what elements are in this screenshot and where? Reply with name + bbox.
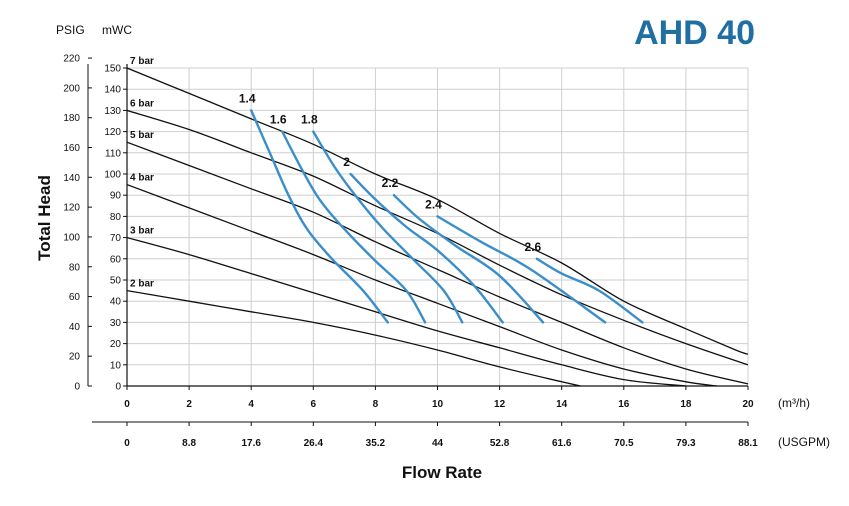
x-tick-label-secondary: 88.1 [738, 438, 758, 449]
air-label-1-8: 1.8 [301, 113, 318, 127]
pressure-label-7-bar: 7 bar [130, 56, 154, 67]
pressure-curve-3-bar [126, 236, 686, 387]
y-tick-label-mwc: 90 [110, 191, 122, 202]
pressure-label-3-bar: 3 bar [130, 226, 154, 237]
air-label-1-6: 1.6 [270, 113, 287, 127]
x-tick-label: 10 [432, 399, 444, 410]
y-tick-label-mwc: 0 [115, 382, 121, 393]
y-tick-label-psig: 180 [63, 113, 80, 124]
x-tick-label: 12 [494, 399, 506, 410]
pressure-curve-7-bar [126, 67, 749, 355]
x-tick-label: 16 [618, 399, 630, 410]
chart-title: AHD 40 [634, 14, 755, 52]
x-tick-label: 4 [248, 399, 254, 410]
y-tick-label-mwc: 40 [110, 297, 122, 308]
y-tick-label-mwc: 30 [110, 318, 122, 329]
y-tick-label-mwc: 20 [110, 339, 122, 350]
pressure-curve-2-bar [126, 289, 581, 387]
y-tick-label-psig: 140 [63, 173, 80, 184]
x-tick-label-secondary: 44 [432, 438, 444, 449]
y-tick-label-mwc: 120 [104, 127, 121, 138]
y-tick-label-mwc: 140 [104, 85, 121, 96]
y-tick-label-psig: 220 [63, 54, 80, 65]
x-tick-label-secondary: 0 [124, 438, 130, 449]
x-tick-label-secondary: 52.8 [490, 438, 510, 449]
x-tick-label: 18 [680, 399, 692, 410]
y-tick-label-mwc: 100 [104, 170, 121, 181]
y-unit-left: PSIG [56, 23, 85, 37]
pressure-label-6-bar: 6 bar [130, 98, 154, 109]
x-tick-label: 14 [556, 399, 568, 410]
air-curve-1-8 [312, 130, 464, 324]
air-curve-2-6 [535, 257, 644, 324]
y-tick-label-psig: 200 [63, 83, 80, 94]
air-label-2: 2 [343, 155, 350, 169]
air-curve-2 [349, 172, 504, 324]
x-tick-label-secondary: 79.3 [676, 438, 696, 449]
y-axis-title: Total Head [35, 175, 54, 261]
y-tick-label-mwc: 150 [104, 64, 121, 75]
air-curve-1-6 [281, 130, 427, 324]
air-label-2-2: 2.2 [382, 176, 399, 190]
x-tick-label-secondary: 17.6 [241, 438, 261, 449]
air-label-2-4: 2.4 [425, 197, 442, 211]
pressure-label-5-bar: 5 bar [130, 130, 154, 141]
air-curve-2-2 [392, 194, 545, 324]
axes: 0102030405060708090100110120130140150020… [63, 54, 758, 449]
y-tick-label-mwc: 80 [110, 212, 122, 223]
y-tick-label-psig: 100 [63, 232, 80, 243]
x-tick-label-secondary: 8.8 [182, 438, 196, 449]
pressure-label-4-bar: 4 bar [130, 173, 154, 184]
y-tick-label-mwc: 60 [110, 254, 122, 265]
y-tick-label-mwc: 50 [110, 276, 122, 287]
y-tick-label-psig: 40 [69, 322, 81, 333]
pressure-label-2-bar: 2 bar [130, 279, 154, 290]
air-curve-1-4 [250, 109, 389, 324]
x-tick-label: 2 [186, 399, 192, 410]
x-unit-secondary: (USGPM) [778, 435, 830, 449]
x-tick-label: 6 [311, 399, 317, 410]
air-label-2-6: 2.6 [525, 240, 542, 254]
x-axis-title: Flow Rate [402, 463, 482, 482]
x-unit-primary: (m³/h) [778, 396, 810, 410]
y-tick-label-psig: 160 [63, 143, 80, 154]
series: 7 bar 6 bar 5 bar 4 bar 3 bar 2 bar 1.4 1.6 1.8 2… [126, 56, 749, 387]
x-tick-label-secondary: 35.2 [366, 438, 386, 449]
y-tick-label-mwc: 10 [110, 360, 122, 371]
y-tick-label-mwc: 70 [110, 233, 122, 244]
grid [127, 67, 749, 386]
x-tick-label: 8 [373, 399, 379, 410]
y-tick-label-psig: 0 [74, 382, 80, 393]
y-tick-label-mwc: 110 [105, 148, 121, 159]
x-tick-label-secondary: 61.6 [552, 438, 572, 449]
y-tick-label-psig: 60 [69, 292, 81, 303]
y-tick-label-psig: 120 [63, 203, 80, 214]
x-tick-label: 20 [742, 399, 754, 410]
y-unit-right: mWC [102, 23, 132, 37]
x-tick-label-secondary: 70.5 [614, 438, 634, 449]
air-label-1-4: 1.4 [239, 91, 256, 105]
x-tick-label: 0 [124, 399, 130, 410]
pressure-curve-5-bar [126, 141, 749, 385]
y-tick-label-psig: 20 [69, 352, 81, 363]
air-curve-2-4 [436, 215, 607, 324]
y-tick-label-psig: 80 [69, 262, 81, 273]
pressure-curve-4-bar [126, 183, 717, 387]
y-tick-label-mwc: 130 [104, 106, 121, 117]
x-tick-label-secondary: 26.4 [304, 438, 324, 449]
